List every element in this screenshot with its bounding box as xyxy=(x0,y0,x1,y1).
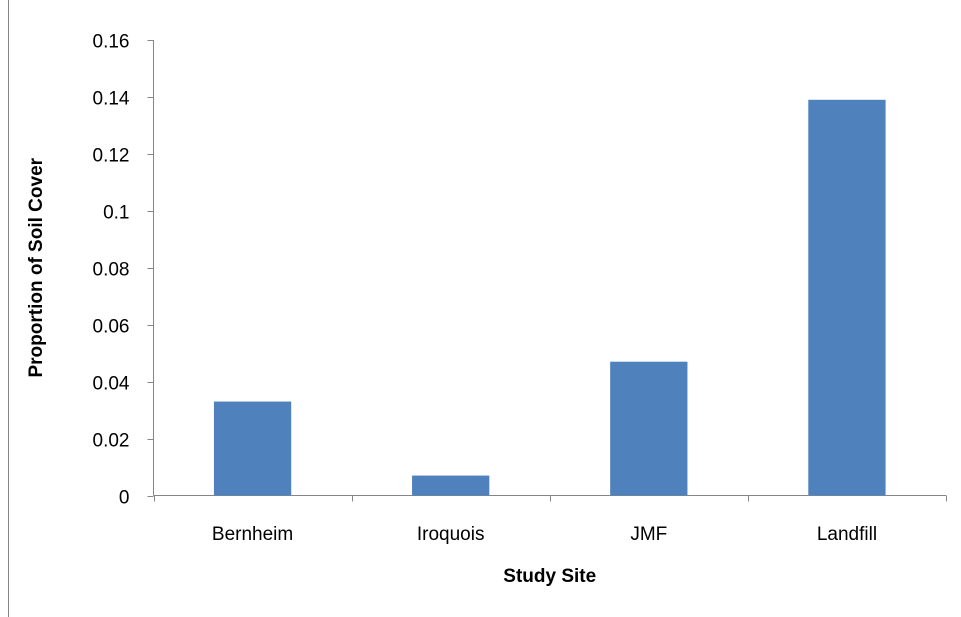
y-tick-label: 0.04 xyxy=(93,374,130,395)
x-tick-label: JMF xyxy=(630,524,667,545)
x-tick-label: Landfill xyxy=(817,524,877,545)
bar-bernheim xyxy=(213,401,292,496)
x-tick-label: Iroquois xyxy=(417,524,485,545)
y-tick-label: 0.14 xyxy=(93,89,130,110)
y-tick-label: 0 xyxy=(119,488,130,509)
y-tick-label: 0.12 xyxy=(93,146,130,167)
y-axis-title: Proportion of Soil Cover xyxy=(26,157,47,377)
bar-jmf xyxy=(610,361,688,496)
bar-iroquois xyxy=(412,475,490,496)
y-tick-label: 0.06 xyxy=(93,317,130,338)
bars xyxy=(213,99,886,496)
bar-landfill xyxy=(808,99,886,496)
x-axis: Bernheim Iroquois JMF Landfill xyxy=(153,495,947,545)
x-axis-title: Study Site xyxy=(503,566,596,587)
x-tick-label: Bernheim xyxy=(212,524,293,545)
y-tick-label: 0.08 xyxy=(93,260,130,281)
y-tick-label: 0.16 xyxy=(93,32,130,53)
y-tick-label: 0.02 xyxy=(93,431,130,452)
y-axis: 0 0.02 0.04 0.06 0.08 0.1 0.12 0.14 0.16 xyxy=(93,32,154,509)
y-tick-label: 0.1 xyxy=(103,203,129,224)
